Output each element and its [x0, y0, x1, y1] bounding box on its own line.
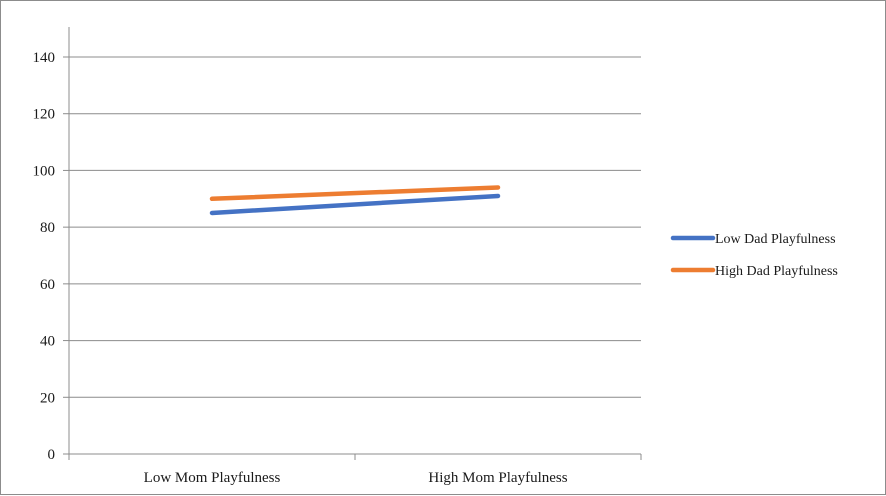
y-tick-label-80: 80 [40, 220, 55, 236]
x-category-label-1: High Mom Playfulness [428, 470, 567, 486]
gridlines [69, 56, 641, 398]
y-tick-label-20: 20 [40, 390, 55, 406]
y-tick-label-0: 0 [48, 447, 56, 463]
x-category-labels: Low Mom Playfulness High Mom Playfulness [144, 470, 568, 486]
y-tick-labels: 0 20 40 60 80 100 120 140 [33, 50, 56, 463]
series-line-1 [209, 185, 501, 202]
series-line-0 [209, 193, 501, 216]
y-tick-label-120: 120 [33, 107, 56, 123]
y-tick-label-100: 100 [33, 163, 56, 179]
y-tick-label-40: 40 [40, 334, 55, 350]
legend-label-1: High Dad Playfulness [715, 264, 838, 279]
legend: Low Dad Playfulness High Dad Playfulness [670, 232, 838, 279]
x-category-label-0: Low Mom Playfulness [144, 470, 281, 486]
legend-label-0: Low Dad Playfulness [715, 232, 836, 247]
y-tick-label-140: 140 [33, 50, 56, 66]
series-lines [209, 185, 501, 216]
axes [63, 27, 642, 460]
y-tick-label-60: 60 [40, 277, 55, 293]
